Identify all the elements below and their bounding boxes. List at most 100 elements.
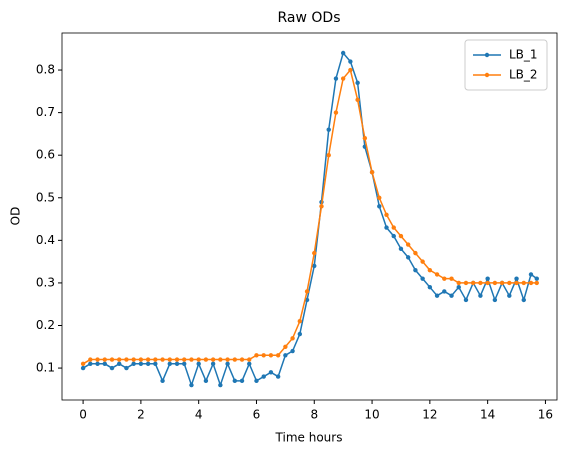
point bbox=[167, 357, 172, 362]
y-tick-label: 0.2 bbox=[36, 318, 55, 332]
point bbox=[434, 293, 440, 298]
point bbox=[514, 276, 519, 281]
series-line bbox=[82, 68, 537, 365]
point bbox=[391, 225, 396, 230]
point bbox=[232, 357, 238, 362]
point bbox=[312, 263, 317, 269]
point bbox=[218, 382, 223, 388]
point bbox=[297, 319, 303, 324]
point bbox=[312, 250, 317, 256]
point bbox=[88, 357, 93, 362]
x-tick-label: 0 bbox=[79, 408, 87, 422]
point bbox=[521, 297, 526, 303]
point bbox=[521, 280, 526, 286]
point bbox=[232, 378, 238, 384]
point bbox=[225, 361, 230, 367]
point bbox=[499, 280, 505, 286]
point bbox=[210, 357, 216, 362]
point bbox=[145, 357, 151, 362]
point bbox=[196, 361, 201, 367]
point bbox=[405, 242, 411, 247]
point bbox=[326, 152, 331, 158]
point bbox=[88, 361, 93, 367]
point bbox=[153, 361, 158, 367]
point bbox=[534, 276, 539, 281]
x-tick-label: 2 bbox=[137, 408, 145, 422]
legend-label: LB_2 bbox=[509, 68, 538, 82]
point bbox=[239, 378, 245, 384]
point bbox=[268, 370, 274, 375]
point bbox=[80, 361, 86, 367]
point bbox=[247, 361, 252, 367]
point bbox=[434, 272, 440, 277]
point bbox=[102, 361, 107, 367]
point bbox=[160, 378, 165, 384]
point bbox=[355, 80, 360, 86]
point bbox=[384, 212, 389, 217]
point bbox=[340, 50, 346, 56]
point bbox=[225, 357, 230, 362]
point bbox=[109, 357, 115, 362]
point bbox=[478, 280, 483, 286]
point bbox=[355, 97, 360, 103]
point bbox=[391, 233, 396, 239]
x-tick-label: 10 bbox=[364, 408, 379, 422]
point bbox=[442, 289, 447, 294]
point bbox=[203, 378, 209, 384]
x-tick-label: 8 bbox=[310, 408, 318, 422]
x-tick-label: 12 bbox=[422, 408, 437, 422]
y-tick-label: 0.8 bbox=[36, 63, 55, 77]
y-tick-label: 0.5 bbox=[36, 190, 55, 204]
point bbox=[138, 357, 144, 362]
point bbox=[528, 280, 534, 286]
point bbox=[507, 293, 512, 298]
legend-marker bbox=[484, 52, 490, 58]
point bbox=[442, 276, 447, 281]
point bbox=[210, 361, 216, 367]
point bbox=[333, 110, 339, 115]
point bbox=[218, 357, 223, 362]
y-tick-label: 0.3 bbox=[36, 275, 55, 289]
point bbox=[340, 76, 346, 81]
y-tick-label: 0.1 bbox=[36, 361, 55, 375]
point bbox=[492, 280, 498, 286]
y-tick-label: 0.7 bbox=[36, 105, 55, 119]
point bbox=[470, 280, 476, 286]
point bbox=[203, 357, 209, 362]
point bbox=[254, 353, 259, 358]
point bbox=[333, 76, 339, 81]
point bbox=[182, 361, 187, 367]
point bbox=[326, 127, 331, 132]
point bbox=[514, 280, 519, 286]
point bbox=[449, 276, 454, 281]
point bbox=[124, 365, 129, 371]
point bbox=[247, 357, 252, 362]
point bbox=[398, 233, 404, 239]
x-tick-label: 16 bbox=[538, 408, 553, 422]
point bbox=[420, 259, 425, 264]
point bbox=[95, 361, 100, 367]
plot-frame bbox=[61, 32, 558, 401]
point bbox=[131, 357, 136, 362]
point bbox=[153, 357, 158, 362]
legend-box bbox=[464, 39, 548, 91]
point bbox=[290, 336, 295, 341]
point bbox=[348, 59, 353, 64]
x-axis-label: Time hours bbox=[275, 431, 343, 445]
point bbox=[427, 267, 433, 273]
point bbox=[189, 382, 194, 388]
point bbox=[369, 170, 375, 175]
point bbox=[507, 280, 512, 286]
point bbox=[456, 280, 461, 286]
point bbox=[174, 357, 180, 362]
point bbox=[283, 344, 288, 349]
point bbox=[196, 357, 201, 362]
y-tick-label: 0.6 bbox=[36, 148, 55, 162]
point bbox=[275, 374, 281, 379]
point bbox=[80, 365, 86, 371]
point bbox=[319, 204, 324, 209]
point bbox=[427, 284, 433, 290]
point bbox=[304, 289, 310, 294]
point bbox=[145, 361, 151, 367]
point bbox=[377, 195, 382, 200]
